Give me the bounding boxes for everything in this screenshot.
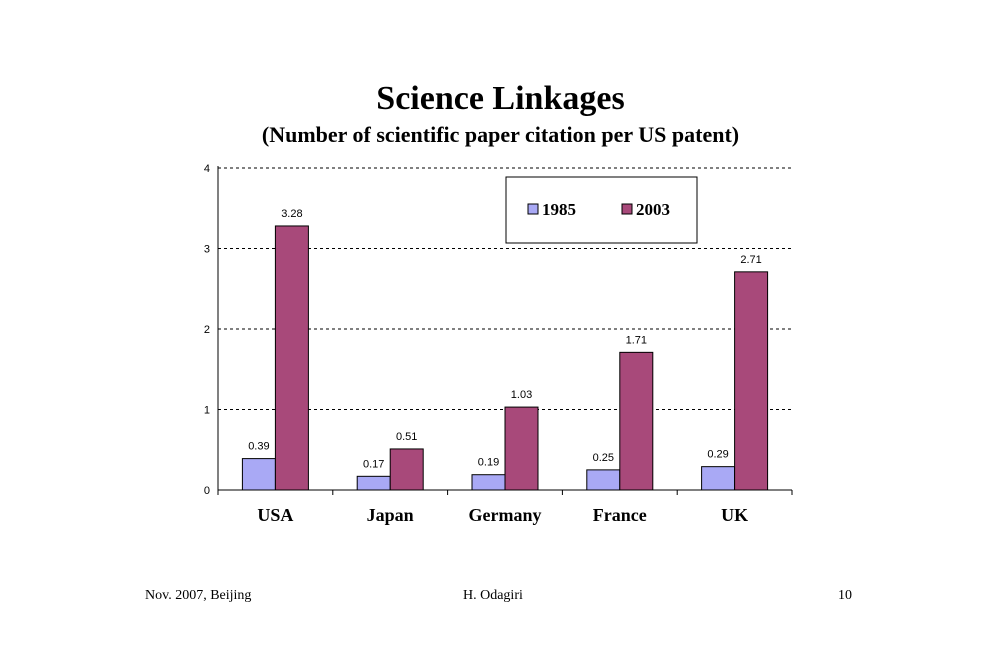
data-label: 0.51 bbox=[396, 431, 417, 443]
bar-2003 bbox=[504, 406, 539, 491]
data-label: 1.03 bbox=[511, 389, 532, 401]
data-label: 1.71 bbox=[626, 334, 647, 346]
bar-1985 bbox=[241, 458, 276, 491]
bar-2003 bbox=[619, 351, 654, 491]
y-tick-label: 2 bbox=[204, 324, 210, 336]
bar-2003 bbox=[389, 448, 424, 491]
bar-1985 bbox=[356, 475, 391, 491]
footer-date-location: Nov. 2007, Beijing bbox=[145, 588, 252, 603]
x-tick-label: France bbox=[593, 505, 647, 525]
data-label: 0.29 bbox=[707, 449, 728, 461]
legend-label-1985: 1985 bbox=[542, 200, 576, 219]
data-label: 0.19 bbox=[478, 457, 499, 469]
data-label: 0.39 bbox=[248, 441, 269, 453]
bar-1985 bbox=[471, 474, 506, 491]
data-label: 0.25 bbox=[593, 452, 614, 464]
data-label: 2.71 bbox=[740, 254, 761, 266]
bar-2003 bbox=[734, 271, 769, 491]
chart-subtitle: (Number of scientific paper citation per… bbox=[261, 122, 740, 147]
legend-label-2003: 2003 bbox=[636, 200, 670, 219]
data-label: 3.28 bbox=[281, 208, 302, 220]
bar-2003 bbox=[274, 225, 309, 491]
y-tick-label: 4 bbox=[204, 163, 210, 175]
x-tick-label: Germany bbox=[469, 505, 542, 525]
y-tick-label: 3 bbox=[204, 244, 210, 256]
footer-author: H. Odagiri bbox=[463, 588, 523, 603]
chart-title: Science Linkages bbox=[376, 80, 625, 117]
legend-swatch-1985 bbox=[527, 203, 539, 215]
y-tick-label: 0 bbox=[204, 485, 210, 497]
x-tick-label: UK bbox=[721, 505, 748, 525]
y-tick-label: 1 bbox=[204, 405, 210, 417]
legend-swatch-2003 bbox=[621, 203, 633, 215]
bar-1985 bbox=[701, 466, 736, 491]
footer-page-number: 10 bbox=[838, 588, 852, 603]
x-tick-label: Japan bbox=[367, 505, 414, 525]
x-tick-label: USA bbox=[257, 505, 293, 525]
data-label: 0.17 bbox=[363, 458, 384, 470]
bar-1985 bbox=[586, 469, 621, 491]
